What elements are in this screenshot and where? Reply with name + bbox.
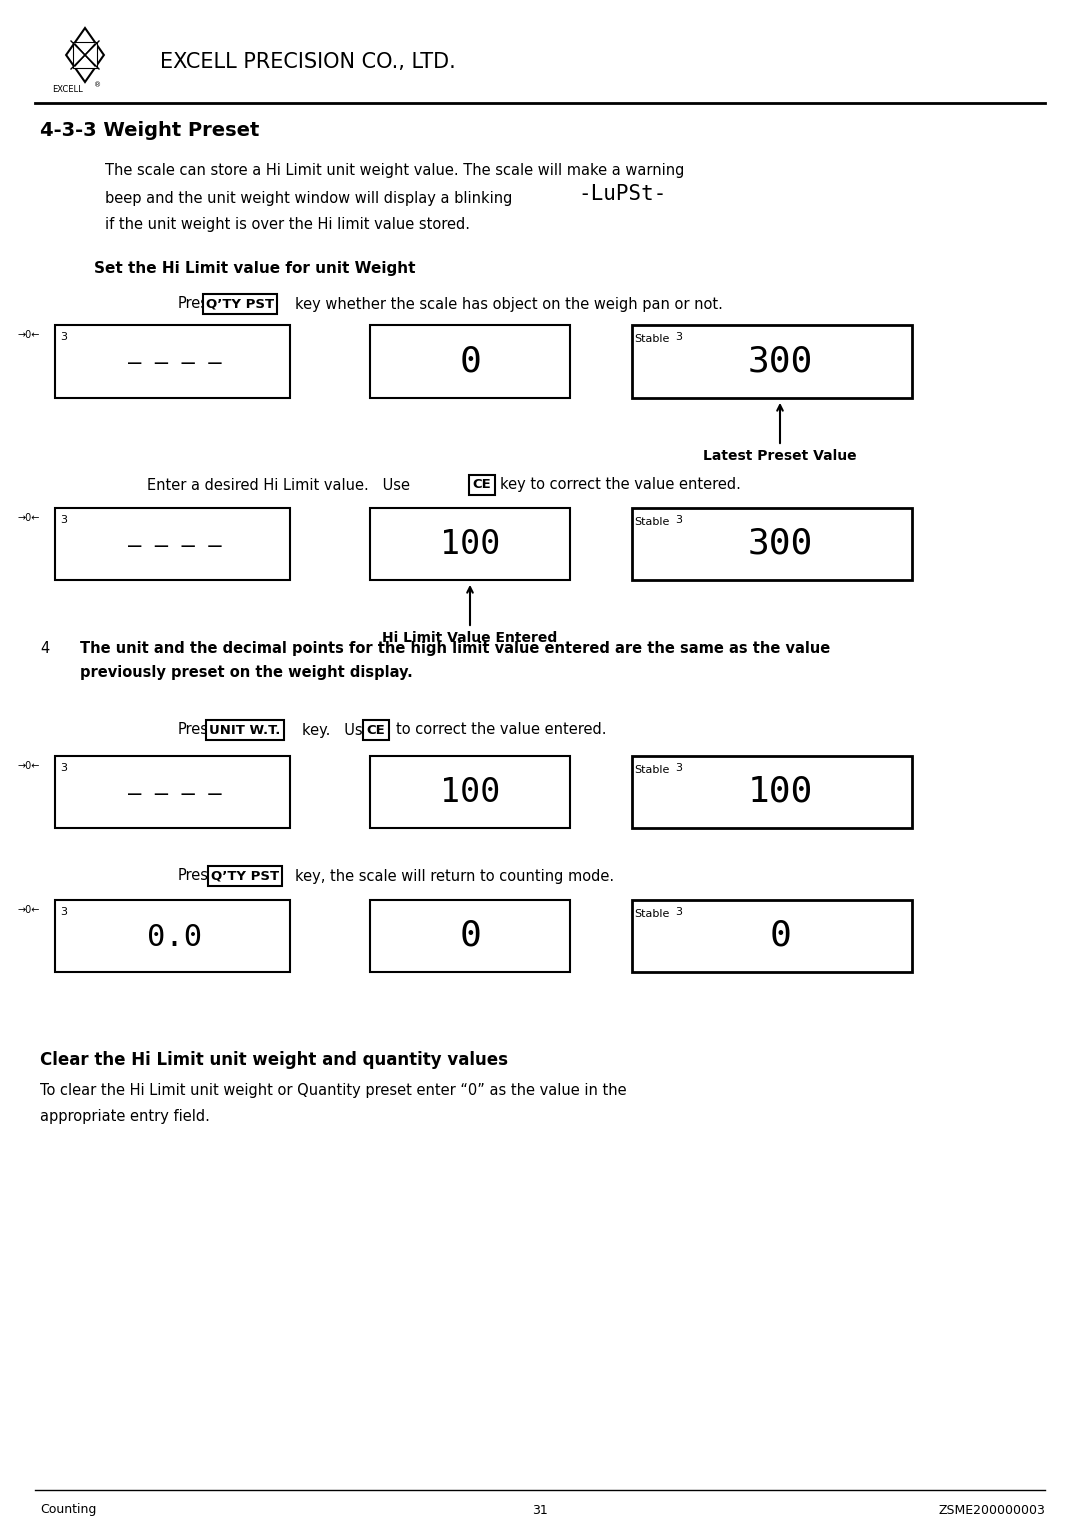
Text: key.   Use: key. Use: [302, 722, 372, 737]
Bar: [55, 508, 291, 580]
Text: EXCELL: EXCELL: [52, 85, 83, 95]
Bar: [55, 900, 291, 972]
Text: →0←: →0←: [17, 513, 40, 523]
Text: →0←: →0←: [17, 330, 40, 340]
Text: Q’TY PST: Q’TY PST: [206, 298, 274, 310]
Text: – – – –: – – – –: [129, 353, 221, 372]
Text: Hi Limit Value Entered: Hi Limit Value Entered: [382, 630, 557, 645]
Text: -LuPSt-: -LuPSt-: [578, 185, 666, 204]
Text: previously preset on the weight display.: previously preset on the weight display.: [80, 664, 413, 679]
Text: →0←: →0←: [17, 761, 40, 771]
Text: 0: 0: [459, 919, 481, 954]
Text: Press: Press: [178, 296, 217, 311]
Text: ®: ®: [94, 82, 102, 89]
Bar: [632, 325, 912, 398]
Text: Stable: Stable: [634, 334, 670, 343]
Bar: [370, 325, 570, 398]
Text: Stable: Stable: [634, 909, 670, 919]
Text: 300: 300: [747, 526, 812, 562]
Bar: [632, 755, 912, 829]
Bar: [73, 43, 97, 69]
Text: 3: 3: [675, 333, 681, 342]
Text: Set the Hi Limit value for unit Weight: Set the Hi Limit value for unit Weight: [94, 261, 416, 276]
Bar: [370, 508, 570, 580]
Text: Press: Press: [178, 868, 217, 884]
Text: UNIT W.T.: UNIT W.T.: [210, 723, 281, 737]
Text: EXCELL PRECISION CO., LTD.: EXCELL PRECISION CO., LTD.: [160, 52, 456, 72]
Bar: [55, 325, 291, 398]
Text: Latest Preset Value: Latest Preset Value: [703, 449, 856, 462]
Text: 300: 300: [747, 343, 812, 378]
Text: 100: 100: [440, 528, 500, 560]
Text: CE: CE: [473, 479, 491, 491]
Text: 100: 100: [747, 775, 812, 809]
Text: – – – –: – – – –: [129, 784, 221, 804]
Text: Q’TY PST: Q’TY PST: [211, 870, 279, 882]
Text: 4-3-3 Weight Preset: 4-3-3 Weight Preset: [40, 121, 259, 139]
Text: Stable: Stable: [634, 517, 670, 526]
Bar: [55, 755, 291, 829]
Text: The scale can store a Hi Limit unit weight value. The scale will make a warning: The scale can store a Hi Limit unit weig…: [105, 162, 685, 177]
Bar: [632, 508, 912, 580]
Text: 3: 3: [675, 763, 681, 774]
Text: 3: 3: [675, 906, 681, 917]
Text: To clear the Hi Limit unit weight or Quantity preset enter “0” as the value in t: To clear the Hi Limit unit weight or Qua…: [40, 1082, 626, 1097]
Text: The unit and the decimal points for the high limit value entered are the same as: The unit and the decimal points for the …: [80, 641, 831, 656]
Text: 3: 3: [60, 333, 67, 342]
Text: 100: 100: [440, 775, 500, 809]
Text: Stable: Stable: [634, 765, 670, 775]
Text: 3: 3: [675, 514, 681, 525]
Text: 3: 3: [60, 514, 67, 525]
Text: 3: 3: [60, 763, 67, 774]
Text: Press: Press: [178, 722, 217, 737]
Text: – – – –: – – – –: [129, 536, 221, 555]
Text: 0: 0: [459, 343, 481, 378]
Text: to correct the value entered.: to correct the value entered.: [396, 722, 607, 737]
Text: →0←: →0←: [17, 905, 40, 916]
Text: Clear the Hi Limit unit weight and quantity values: Clear the Hi Limit unit weight and quant…: [40, 1051, 508, 1070]
Text: 4: 4: [40, 641, 50, 656]
Bar: [370, 755, 570, 829]
Text: appropriate entry field.: appropriate entry field.: [40, 1108, 210, 1123]
Text: key to correct the value entered.: key to correct the value entered.: [500, 478, 741, 493]
Bar: [370, 900, 570, 972]
Text: if the unit weight is over the Hi limit value stored.: if the unit weight is over the Hi limit …: [105, 217, 470, 232]
Bar: [632, 900, 912, 972]
Text: key, the scale will return to counting mode.: key, the scale will return to counting m…: [295, 868, 615, 884]
Text: Counting: Counting: [40, 1503, 96, 1517]
Text: Enter a desired Hi Limit value.   Use: Enter a desired Hi Limit value. Use: [147, 478, 410, 493]
Text: 31: 31: [532, 1503, 548, 1517]
Text: CE: CE: [366, 723, 386, 737]
Text: key whether the scale has object on the weigh pan or not.: key whether the scale has object on the …: [295, 296, 723, 311]
Text: ZSME200000003: ZSME200000003: [939, 1503, 1045, 1517]
Text: beep and the unit weight window will display a blinking: beep and the unit weight window will dis…: [105, 191, 512, 206]
Text: 0: 0: [769, 919, 791, 954]
Text: 3: 3: [60, 906, 67, 917]
Text: 0.0: 0.0: [148, 923, 203, 952]
